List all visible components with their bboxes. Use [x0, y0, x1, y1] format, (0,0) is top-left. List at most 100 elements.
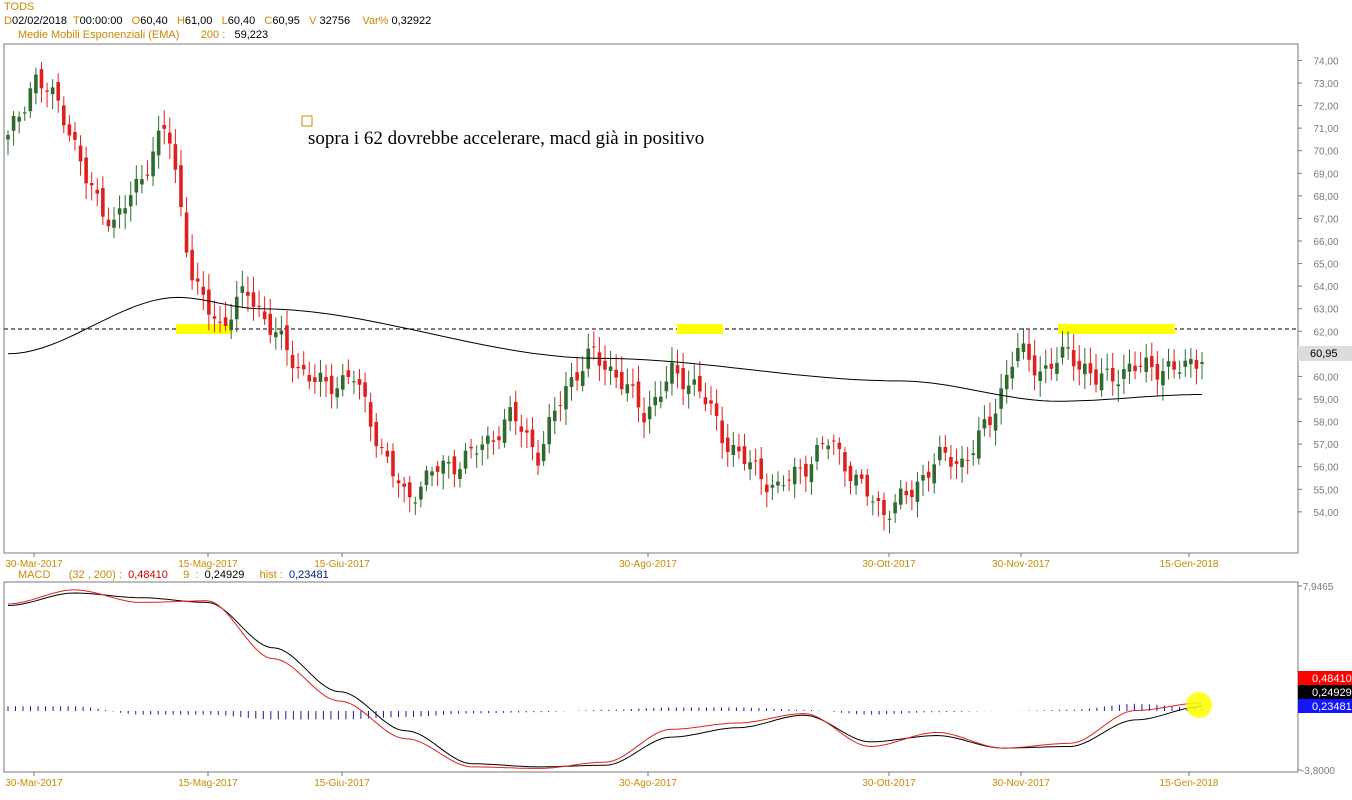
- candlestick: [502, 408, 507, 448]
- candlestick: [536, 439, 540, 476]
- candlestick: [798, 458, 803, 485]
- candle-body: [1122, 369, 1126, 379]
- candle-body: [145, 174, 150, 176]
- candle-body: [162, 124, 167, 129]
- price-y-tick-label: 60,00: [1313, 372, 1338, 383]
- candle-body: [413, 502, 418, 504]
- candlestick: [1133, 351, 1137, 380]
- price-chart[interactable]: 54,00 55,00 56,00 57,00 58,00 59,00 60,00 61,00…: [0, 0, 1352, 570]
- candlestick: [1066, 331, 1070, 360]
- ema-label: Medie Mobili Esponenziali (EMA): [18, 29, 180, 41]
- candlestick: [262, 296, 267, 325]
- macd-plot-frame: [3, 581, 1299, 773]
- price-y-tick-label: 59,00: [1313, 395, 1338, 406]
- candlestick: [547, 403, 552, 454]
- candlestick: [541, 430, 546, 466]
- candlestick: [592, 331, 596, 360]
- candlestick: [296, 353, 300, 379]
- candlestick: [1055, 347, 1059, 382]
- candlestick: [670, 347, 674, 396]
- time-value: 00:00:00: [79, 15, 123, 27]
- candle-body: [251, 292, 256, 307]
- candle-body: [965, 459, 970, 461]
- candlestick: [742, 433, 747, 471]
- candle-body: [11, 115, 16, 131]
- price-y-tick-label: 71,00: [1313, 124, 1338, 135]
- candle-body: [1016, 348, 1020, 362]
- candlestick: [274, 317, 278, 350]
- annotation-text: sopra i 62 dovrebbe accelerare, macd già…: [308, 128, 704, 149]
- candle-body: [954, 461, 959, 464]
- candlestick: [686, 370, 691, 409]
- candle-body: [530, 429, 535, 448]
- candle-body: [547, 417, 552, 445]
- candle-body: [681, 368, 685, 390]
- candle-body: [742, 446, 747, 465]
- candlestick: [17, 111, 21, 134]
- candlestick: [681, 352, 685, 406]
- candlestick: [932, 453, 936, 494]
- candlestick: [614, 354, 618, 389]
- signal-value-box-label: 0,24929: [1312, 687, 1352, 699]
- candle-body: [642, 412, 646, 423]
- candle-body: [1083, 363, 1087, 375]
- candle-body: [670, 362, 674, 384]
- candle-body: [50, 87, 55, 95]
- candlestick: [246, 276, 250, 312]
- price-x-tick-label: 30-Ott-2017: [862, 559, 916, 570]
- candle-body: [318, 372, 323, 382]
- ema-200-line: [7, 296, 1202, 402]
- candlestick: [575, 357, 579, 391]
- candle-body: [73, 131, 77, 140]
- candlestick: [1032, 339, 1037, 391]
- ema-readout: Medie Mobili Esponenziali (EMA) 200 : 59…: [18, 29, 269, 41]
- annotation-marker-icon[interactable]: [301, 115, 313, 127]
- candle-body: [1038, 371, 1042, 381]
- candlestick: [89, 171, 94, 201]
- candle-body: [731, 444, 736, 455]
- candlestick: [430, 466, 434, 487]
- candle-body: [140, 179, 144, 185]
- price-y-tick-label: 56,00: [1313, 463, 1338, 474]
- candle-body: [1161, 371, 1165, 386]
- candle-body: [1004, 374, 1009, 390]
- candlestick: [804, 455, 808, 492]
- candle-body: [123, 208, 127, 214]
- price-plot-frame: [3, 43, 1299, 554]
- candlestick: [1200, 352, 1204, 380]
- candle-body: [988, 416, 992, 426]
- candle-body: [1166, 361, 1171, 367]
- candlestick: [346, 359, 351, 385]
- macd-label: MACD: [18, 569, 51, 581]
- candlestick: [1049, 347, 1054, 381]
- candle-body: [346, 370, 351, 378]
- candlestick: [820, 436, 825, 450]
- candlestick: [748, 450, 752, 481]
- candlestick: [458, 462, 462, 488]
- candle-body: [184, 212, 189, 253]
- candlestick: [11, 110, 16, 146]
- candle-body: [1110, 367, 1115, 382]
- candle-body: [1172, 361, 1176, 370]
- macd-x-tick-label: 30-Ago-2017: [619, 778, 677, 789]
- resistance-highlight-zone: [677, 324, 723, 335]
- candle-body: [380, 447, 384, 449]
- candlestick: [525, 418, 529, 449]
- candle-body: [474, 453, 479, 455]
- candle-body: [1010, 366, 1015, 379]
- candle-body: [608, 366, 613, 371]
- candlestick: [519, 414, 524, 448]
- candlestick: [664, 365, 669, 399]
- candlestick: [658, 380, 663, 409]
- candlestick: [1043, 349, 1048, 384]
- candlestick: [1161, 358, 1165, 401]
- candle-body: [262, 311, 267, 320]
- candle-body: [541, 444, 546, 462]
- candle-body: [296, 366, 300, 369]
- candle-body: [592, 346, 596, 348]
- candle-body: [446, 461, 451, 464]
- candlestick: [843, 447, 847, 487]
- candlestick: [497, 426, 501, 450]
- volume-value: 32756: [319, 15, 351, 27]
- candlestick: [156, 115, 161, 169]
